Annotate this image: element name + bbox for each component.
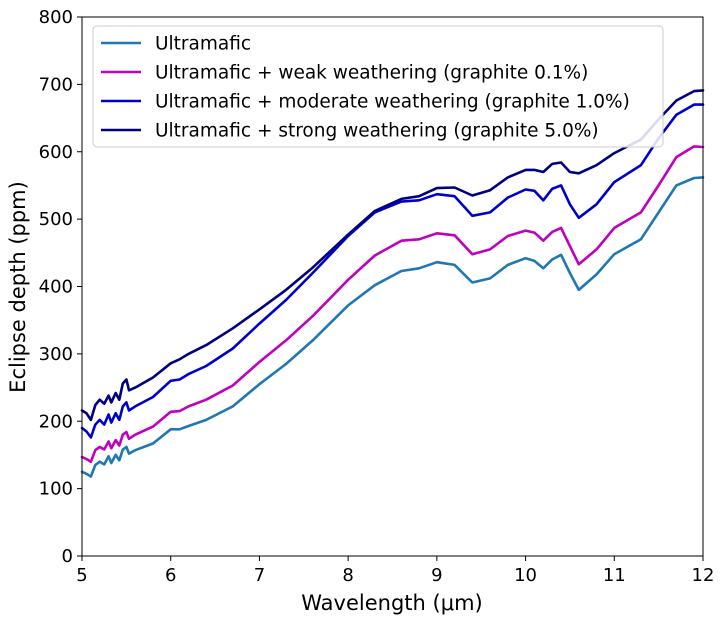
- y-tick-label: 200: [39, 411, 73, 432]
- series-lines: [80, 89, 705, 478]
- y-axis-ticks: 0 100 200 300 400 500 600 700 800: [39, 7, 82, 567]
- legend: Ultramafic Ultramafic + weak weathering (…: [92, 25, 664, 148]
- x-tick-label: 10: [514, 565, 537, 586]
- x-axis-ticks: 5 6 7 8 9 10 11 12: [76, 556, 714, 586]
- y-tick-label: 0: [62, 546, 73, 567]
- x-axis-label: Wavelength (μm): [301, 591, 482, 615]
- legend-label-3: Ultramafic + strong weathering (graphite…: [155, 121, 599, 142]
- legend-label-1: Ultramafic + weak weathering (graphite 0…: [155, 63, 588, 84]
- x-tick-label: 6: [165, 565, 176, 586]
- y-tick-label: 600: [39, 142, 73, 163]
- legend-box: [92, 25, 664, 148]
- x-tick-label: 12: [692, 565, 715, 586]
- y-tick-label: 800: [39, 7, 73, 28]
- y-tick-label: 300: [39, 344, 73, 365]
- y-tick-label: 100: [39, 479, 73, 500]
- legend-label-2: Ultramafic + moderate weathering (graphi…: [155, 92, 630, 113]
- series-line-1: [80, 145, 705, 463]
- y-axis-label: Eclipse depth (ppm): [6, 181, 30, 393]
- legend-label-0: Ultramafic: [155, 34, 251, 55]
- y-tick-label: 500: [39, 209, 73, 230]
- series-line-3: [80, 89, 705, 422]
- y-tick-label: 700: [39, 74, 73, 95]
- x-tick-label: 11: [603, 565, 626, 586]
- series-line-2: [80, 103, 705, 439]
- y-tick-label: 400: [39, 277, 73, 298]
- x-tick-label: 5: [76, 565, 87, 586]
- x-tick-label: 9: [431, 565, 442, 586]
- x-tick-label: 8: [342, 565, 353, 586]
- series-line-0: [80, 176, 705, 478]
- x-tick-label: 7: [254, 565, 265, 586]
